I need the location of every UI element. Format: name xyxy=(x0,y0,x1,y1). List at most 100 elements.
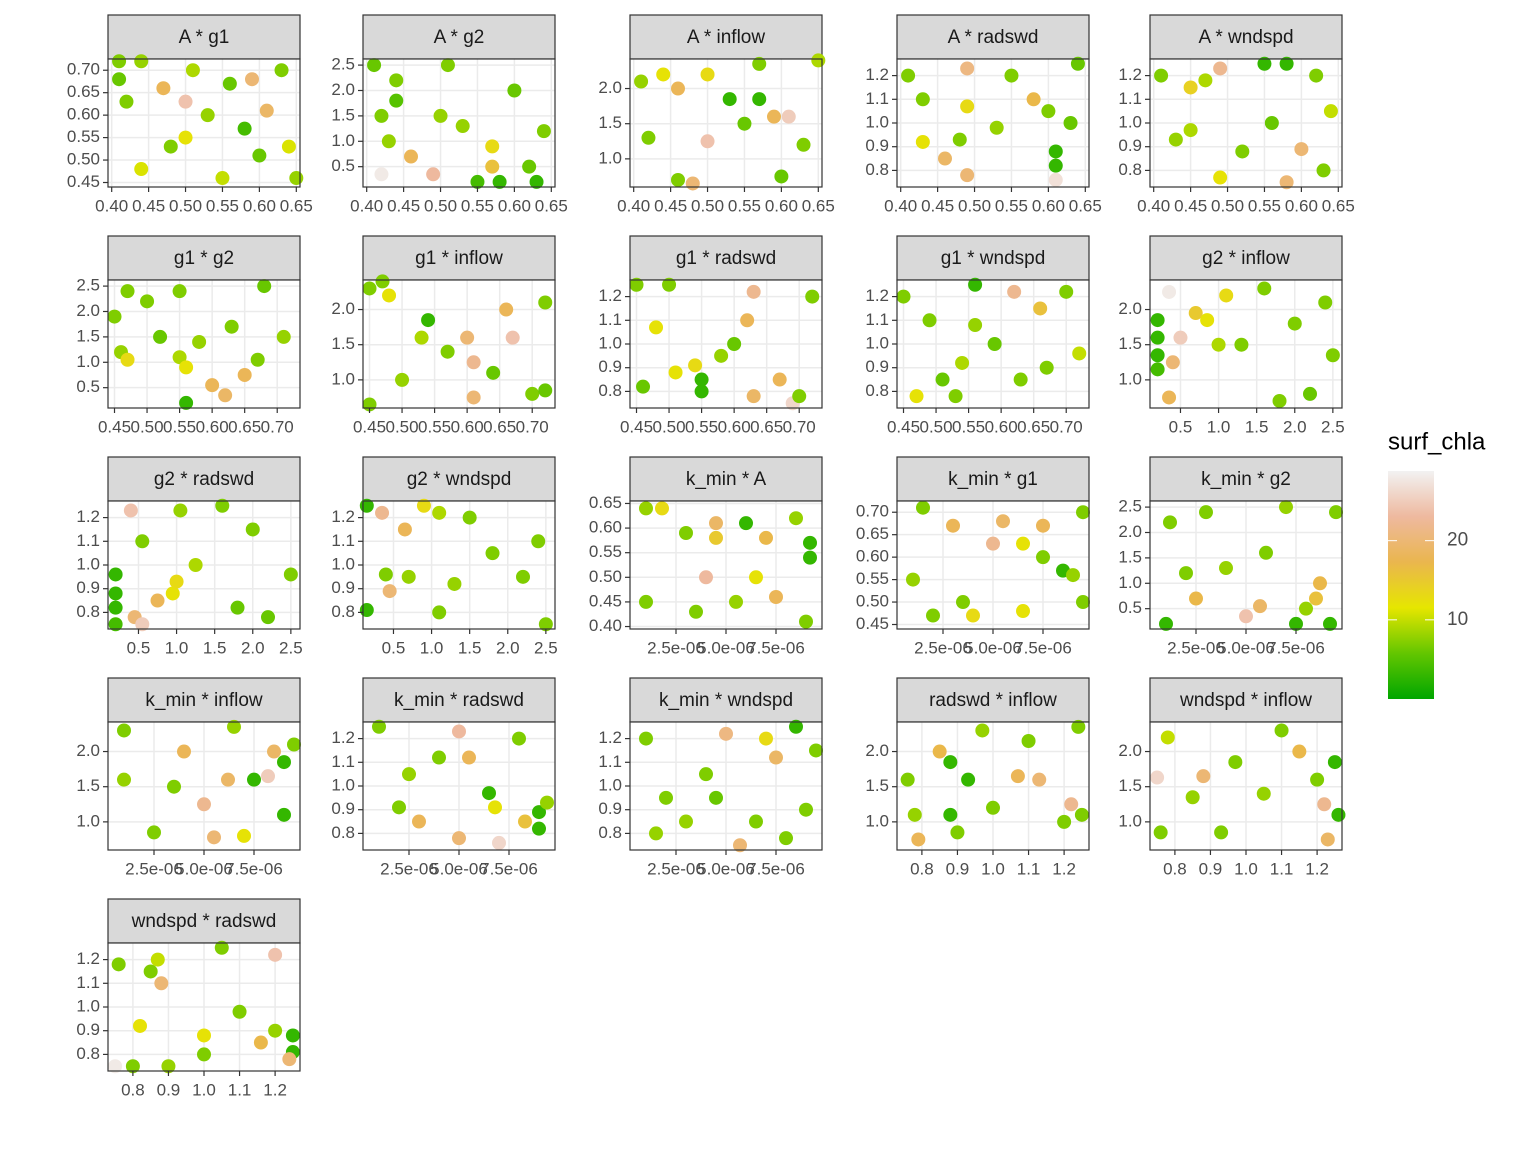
point xyxy=(268,1023,283,1038)
colorbar xyxy=(1388,471,1434,699)
x-tick-label: 2.0 xyxy=(1283,417,1307,436)
point xyxy=(649,826,663,841)
y-tick-label: 1.0 xyxy=(331,554,355,573)
y-tick-label: 1.0 xyxy=(331,131,355,150)
point xyxy=(749,570,763,585)
point xyxy=(154,976,169,991)
point xyxy=(1309,68,1324,83)
point xyxy=(470,174,485,189)
point xyxy=(1196,769,1211,784)
x-tick-label: 7.5e-06 xyxy=(747,859,805,878)
point xyxy=(699,767,713,782)
point xyxy=(737,116,752,131)
x-tick-label: 0.55 xyxy=(163,417,196,436)
y-tick-label: 0.8 xyxy=(331,823,355,842)
y-tick-label: 0.9 xyxy=(76,1020,100,1039)
point xyxy=(257,279,272,294)
panel: k_min * g2 2.5e-065.0e-067.5e-06 0.5 1.0 1.5… xyxy=(1118,456,1343,657)
point xyxy=(700,134,715,149)
x-tick-label: 0.9 xyxy=(946,859,970,878)
y-tick-label: 1.0 xyxy=(76,554,100,573)
point xyxy=(134,162,149,177)
y-tick-label: 1.1 xyxy=(76,531,100,550)
y-tick-label: 0.70 xyxy=(67,60,100,79)
x-tick-label: 2.5e-06 xyxy=(647,859,705,878)
strip-label: A * g2 xyxy=(434,27,485,48)
y-tick-label: 1.0 xyxy=(598,775,622,794)
x-tick-label: 0.8 xyxy=(1163,859,1187,878)
panel: g2 * wndspd 0.5 1.0 1.5 2.0 2.5 0.8 0.9 1.0 1.1 1.… xyxy=(331,456,558,657)
x-tick-label: 1.5 xyxy=(1245,417,1269,436)
legend-title: surf_chla xyxy=(1388,428,1486,455)
x-tick-label: 0.65 xyxy=(1069,196,1102,215)
x-tick-label: 0.65 xyxy=(802,196,835,215)
x-tick-label: 5.0e-06 xyxy=(430,859,488,878)
x-tick-label: 0.70 xyxy=(261,417,294,436)
point xyxy=(759,731,773,746)
y-tick-label: 0.40 xyxy=(589,616,622,635)
x-tick-label: 0.55 xyxy=(418,417,451,436)
point xyxy=(538,383,553,398)
point xyxy=(359,603,374,618)
point xyxy=(150,952,165,967)
y-tick-label: 0.55 xyxy=(589,542,622,561)
point xyxy=(169,574,184,589)
point xyxy=(178,130,193,145)
point xyxy=(1150,330,1165,345)
point xyxy=(639,501,653,516)
point xyxy=(1162,284,1177,299)
point xyxy=(261,769,275,784)
point xyxy=(107,309,122,324)
point xyxy=(215,171,230,186)
point xyxy=(1279,175,1294,190)
x-tick-label: 0.55 xyxy=(952,417,985,436)
point xyxy=(529,174,544,189)
y-tick-label: 0.9 xyxy=(331,799,355,818)
y-tick-label: 0.8 xyxy=(76,602,100,621)
y-tick-label: 1.2 xyxy=(598,286,622,305)
x-tick-label: 0.45 xyxy=(887,417,920,436)
point xyxy=(532,805,546,820)
point xyxy=(538,617,553,632)
y-tick-label: 2.0 xyxy=(1118,299,1142,318)
strip xyxy=(1149,235,1343,281)
panel-border xyxy=(107,58,301,188)
x-tick-label: 0.60 xyxy=(1285,196,1318,215)
point xyxy=(540,795,554,810)
point xyxy=(792,389,807,404)
point xyxy=(414,330,429,345)
point xyxy=(412,814,426,829)
point xyxy=(946,518,960,533)
point xyxy=(133,1018,147,1033)
point xyxy=(1162,390,1177,405)
point xyxy=(161,1059,176,1074)
point xyxy=(803,550,817,565)
panel: k_min * radswd 2.5e-065.0e-067.5e-06 0.8 0.… xyxy=(331,677,556,878)
point xyxy=(177,744,191,759)
x-tick-label: 0.65 xyxy=(1322,196,1355,215)
x-tick-label: 1.0 xyxy=(1234,859,1258,878)
x-tick-label: 0.8 xyxy=(910,859,934,878)
point xyxy=(1327,755,1342,770)
strip-label: g2 * wndspd xyxy=(407,469,512,490)
point xyxy=(803,535,817,550)
y-tick-label: 1.2 xyxy=(331,728,355,747)
point xyxy=(709,516,723,531)
point xyxy=(532,821,546,836)
x-tick-label: 0.60 xyxy=(451,417,484,436)
point xyxy=(1150,362,1165,377)
point xyxy=(767,109,781,124)
point xyxy=(922,313,937,328)
y-tick-label: 1.5 xyxy=(1118,547,1142,566)
point xyxy=(1072,346,1087,361)
point xyxy=(668,365,683,380)
strip xyxy=(896,235,1090,281)
point xyxy=(381,134,396,149)
x-tick-label: 2.5e-06 xyxy=(914,638,972,657)
point xyxy=(1026,92,1041,107)
y-tick-label: 0.9 xyxy=(1118,136,1142,155)
panel: k_min * wndspd 2.5e-065.0e-067.5e-06 0.8 0.… xyxy=(598,677,823,878)
point xyxy=(165,586,180,601)
point xyxy=(948,389,963,404)
point xyxy=(1257,56,1272,71)
